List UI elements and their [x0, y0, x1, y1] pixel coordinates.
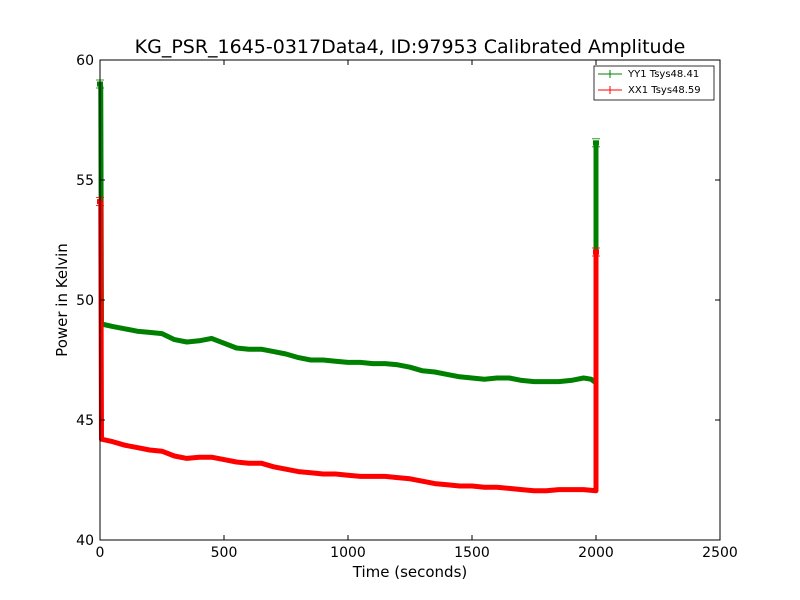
x-tick-label: 2500 — [702, 545, 738, 561]
x-axis-label: Time (seconds) — [352, 563, 468, 581]
y-tick-label: 50 — [76, 293, 94, 309]
series-line — [100, 201, 597, 492]
legend: YY1 Tsys48.41 XX1 Tsys48.59 — [593, 65, 715, 101]
series-layer — [96, 79, 600, 494]
legend-box — [593, 65, 715, 101]
x-tick-label: 2000 — [578, 545, 614, 561]
y-tick-label: 45 — [76, 413, 94, 429]
y-tick-label: 60 — [76, 53, 94, 69]
x-tick-label: 0 — [96, 545, 105, 561]
series-line — [99, 83, 597, 384]
x-tick-label: 1000 — [330, 545, 366, 561]
y-tick-label: 55 — [76, 173, 94, 189]
legend-entry-xx1: XX1 Tsys48.59 — [598, 85, 701, 96]
chart-title: KG_PSR_1645-0317Data4, ID:97953 Calibrat… — [135, 36, 686, 58]
plot-area-background — [100, 60, 720, 540]
series-point-marker — [593, 140, 599, 146]
legend-entry-yy1: YY1 Tsys48.41 — [598, 69, 699, 80]
y-tick-label: 40 — [76, 533, 94, 549]
legend-label-xx1: XX1 Tsys48.59 — [628, 85, 701, 96]
x-tick-label: 500 — [211, 545, 238, 561]
legend-label-yy1: YY1 Tsys48.41 — [627, 69, 699, 80]
y-axis-label: Power in Kelvin — [53, 243, 71, 357]
series-point-marker — [593, 249, 599, 255]
axes-layer: 0 500 1000 1500 2000 2500 40 45 50 55 60 — [76, 53, 738, 561]
plot-frame — [99, 59, 721, 541]
x-tick-label: 1500 — [454, 545, 490, 561]
